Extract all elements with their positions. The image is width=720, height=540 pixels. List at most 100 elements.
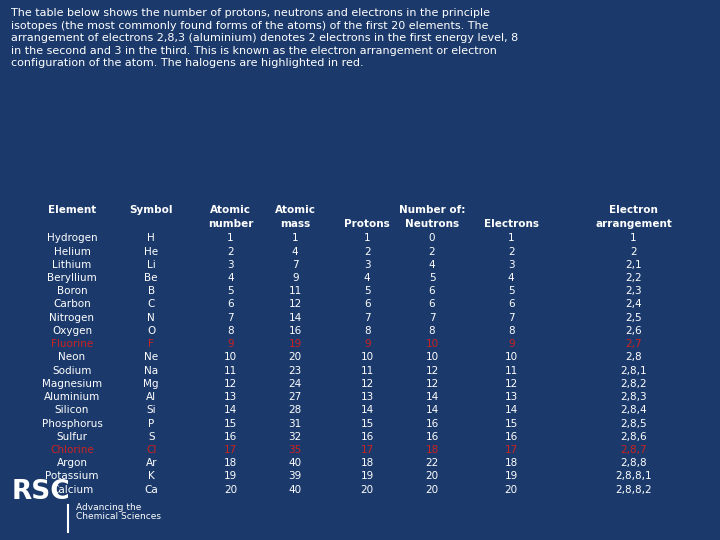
Text: Lithium: Lithium bbox=[53, 260, 91, 270]
Text: Element: Element bbox=[48, 205, 96, 215]
Text: 6: 6 bbox=[508, 299, 515, 309]
Text: C: C bbox=[148, 299, 155, 309]
Text: 1: 1 bbox=[508, 233, 515, 244]
Text: Neon: Neon bbox=[58, 353, 86, 362]
Text: 12: 12 bbox=[224, 379, 237, 389]
Text: 6: 6 bbox=[428, 299, 436, 309]
Text: 1: 1 bbox=[630, 233, 637, 244]
Text: Ca: Ca bbox=[144, 485, 158, 495]
Text: 13: 13 bbox=[224, 392, 237, 402]
Text: 17: 17 bbox=[505, 445, 518, 455]
Text: 11: 11 bbox=[289, 286, 302, 296]
Text: 22: 22 bbox=[426, 458, 438, 468]
Text: 3: 3 bbox=[364, 260, 371, 270]
Text: 16: 16 bbox=[426, 432, 438, 442]
Text: Al: Al bbox=[146, 392, 156, 402]
Text: arrangement: arrangement bbox=[595, 219, 672, 229]
Text: 18: 18 bbox=[224, 458, 237, 468]
Text: Cl: Cl bbox=[146, 445, 156, 455]
Text: number: number bbox=[207, 219, 253, 229]
Text: 7: 7 bbox=[364, 313, 371, 323]
Text: Be: Be bbox=[145, 273, 158, 283]
Text: 8: 8 bbox=[508, 326, 515, 336]
Text: 14: 14 bbox=[505, 405, 518, 415]
Text: 19: 19 bbox=[289, 339, 302, 349]
Text: 2,6: 2,6 bbox=[625, 326, 642, 336]
Text: 20: 20 bbox=[289, 353, 302, 362]
Text: 10: 10 bbox=[224, 353, 237, 362]
Text: 2: 2 bbox=[227, 246, 234, 256]
Text: 12: 12 bbox=[426, 366, 438, 376]
Text: Hydrogen: Hydrogen bbox=[47, 233, 97, 244]
Text: Phosphorus: Phosphorus bbox=[42, 418, 102, 429]
Text: 6: 6 bbox=[428, 286, 436, 296]
Text: Electron: Electron bbox=[609, 205, 658, 215]
Text: 10: 10 bbox=[361, 353, 374, 362]
Text: B: B bbox=[148, 286, 155, 296]
Text: 9: 9 bbox=[292, 273, 299, 283]
Text: Advancing the: Advancing the bbox=[76, 503, 141, 512]
Text: 18: 18 bbox=[426, 445, 438, 455]
Text: 14: 14 bbox=[224, 405, 237, 415]
Text: Si: Si bbox=[146, 405, 156, 415]
Text: 12: 12 bbox=[426, 379, 438, 389]
Text: 7: 7 bbox=[428, 313, 436, 323]
Text: 20: 20 bbox=[361, 485, 374, 495]
Text: mass: mass bbox=[280, 219, 310, 229]
Text: 7: 7 bbox=[292, 260, 299, 270]
Text: 14: 14 bbox=[426, 392, 438, 402]
Text: 2,8,5: 2,8,5 bbox=[621, 418, 647, 429]
Text: Atomic: Atomic bbox=[210, 205, 251, 215]
Text: 10: 10 bbox=[426, 339, 438, 349]
Text: 9: 9 bbox=[508, 339, 515, 349]
Text: 15: 15 bbox=[361, 418, 374, 429]
Text: H: H bbox=[148, 233, 155, 244]
Text: 16: 16 bbox=[426, 418, 438, 429]
Text: 2,8,2: 2,8,2 bbox=[621, 379, 647, 389]
Text: 16: 16 bbox=[505, 432, 518, 442]
Text: Li: Li bbox=[147, 260, 156, 270]
Text: 6: 6 bbox=[227, 299, 234, 309]
Text: 8: 8 bbox=[364, 326, 371, 336]
Text: 4: 4 bbox=[227, 273, 234, 283]
Text: 7: 7 bbox=[227, 313, 234, 323]
Text: S: S bbox=[148, 432, 155, 442]
Text: Na: Na bbox=[144, 366, 158, 376]
Text: 23: 23 bbox=[289, 366, 302, 376]
Text: 1: 1 bbox=[292, 233, 299, 244]
Text: 2,2: 2,2 bbox=[625, 273, 642, 283]
Text: 2: 2 bbox=[428, 246, 436, 256]
Text: 2,8,8,1: 2,8,8,1 bbox=[616, 471, 652, 482]
Text: 2,8,6: 2,8,6 bbox=[621, 432, 647, 442]
Text: 1: 1 bbox=[227, 233, 234, 244]
Text: 2,8,4: 2,8,4 bbox=[621, 405, 647, 415]
Text: 2,8,3: 2,8,3 bbox=[621, 392, 647, 402]
Text: The table below shows the number of protons, neutrons and electrons in the princ: The table below shows the number of prot… bbox=[11, 8, 518, 69]
Text: 9: 9 bbox=[364, 339, 371, 349]
Text: 12: 12 bbox=[505, 379, 518, 389]
Text: 4: 4 bbox=[508, 273, 515, 283]
Text: 20: 20 bbox=[505, 485, 518, 495]
Text: 18: 18 bbox=[505, 458, 518, 468]
Text: 2,3: 2,3 bbox=[625, 286, 642, 296]
Text: 16: 16 bbox=[224, 432, 237, 442]
Text: Electrons: Electrons bbox=[484, 219, 539, 229]
Text: 24: 24 bbox=[289, 379, 302, 389]
Text: 2,5: 2,5 bbox=[625, 313, 642, 323]
Text: 2,8: 2,8 bbox=[625, 353, 642, 362]
Text: He: He bbox=[144, 246, 158, 256]
Text: Beryllium: Beryllium bbox=[47, 273, 97, 283]
Text: 4: 4 bbox=[364, 273, 371, 283]
Text: 3: 3 bbox=[227, 260, 234, 270]
Text: Nitrogen: Nitrogen bbox=[50, 313, 94, 323]
Text: 20: 20 bbox=[224, 485, 237, 495]
Text: 2,7: 2,7 bbox=[625, 339, 642, 349]
Text: 13: 13 bbox=[505, 392, 518, 402]
Text: 2,4: 2,4 bbox=[625, 299, 642, 309]
Text: Sulfur: Sulfur bbox=[56, 432, 88, 442]
Text: 27: 27 bbox=[289, 392, 302, 402]
Text: Atomic: Atomic bbox=[275, 205, 315, 215]
Text: 3: 3 bbox=[508, 260, 515, 270]
Text: 2,8,8: 2,8,8 bbox=[621, 458, 647, 468]
Text: 4: 4 bbox=[292, 246, 299, 256]
